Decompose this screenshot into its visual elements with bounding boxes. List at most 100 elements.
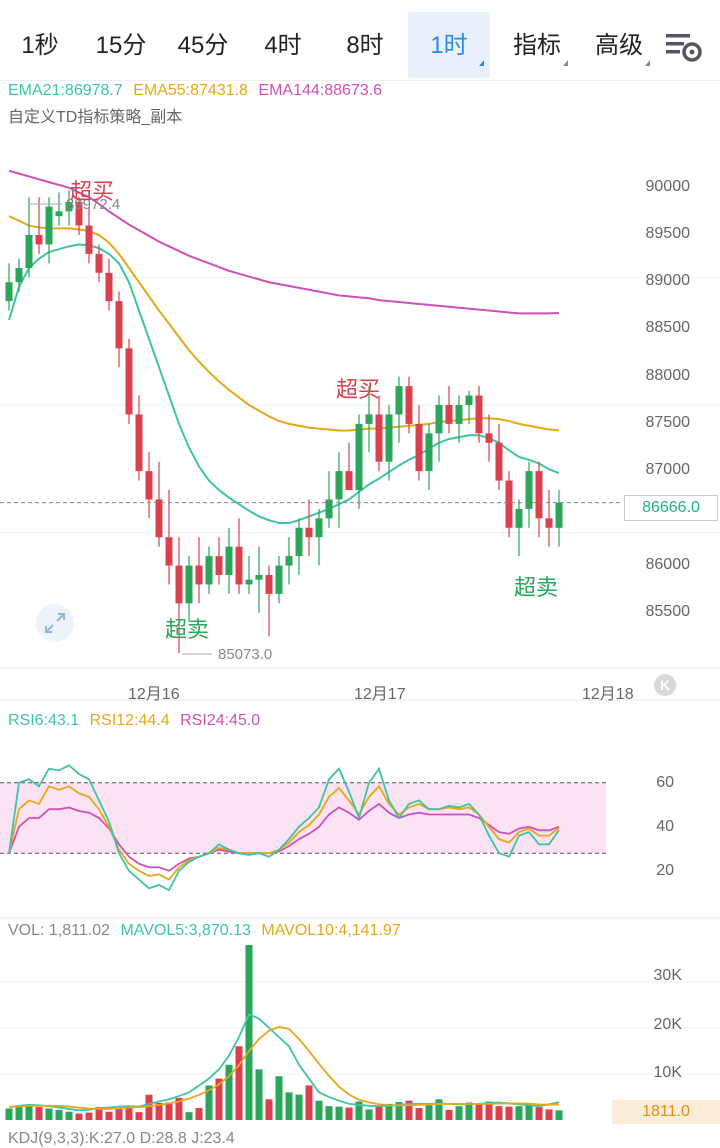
- tab-4h[interactable]: 4时: [264, 32, 302, 59]
- candle-body: [435, 405, 443, 434]
- candle-body: [425, 433, 433, 472]
- tab-indicators[interactable]: 指标: [500, 12, 574, 78]
- candle-body: [85, 225, 93, 254]
- volume-bar: [5, 1108, 13, 1120]
- price-axis-label: 90000: [645, 177, 691, 195]
- volume-bar: [515, 1106, 523, 1120]
- candle-body: [255, 575, 263, 580]
- candle-body: [95, 253, 103, 273]
- timeframe-tabs: 1秒 15分 45分 4时 8时 1时 指标 高级: [0, 0, 720, 81]
- volume-bar: [305, 1085, 313, 1120]
- volume-bar: [15, 1106, 23, 1120]
- candle-body: [465, 395, 473, 405]
- candle-body: [545, 518, 553, 528]
- volume-bar: [115, 1108, 123, 1120]
- volume-bar: [185, 1112, 193, 1120]
- price-axis-label: 85500: [645, 602, 691, 620]
- candle-body: [275, 565, 283, 594]
- volume-bar: [65, 1111, 73, 1120]
- candle-body: [225, 546, 233, 575]
- tab-45m[interactable]: 45分: [177, 32, 229, 59]
- volume-bar: [445, 1109, 453, 1120]
- chart-settings-icon[interactable]: [664, 28, 704, 68]
- candle-body: [165, 537, 173, 566]
- candle-body: [555, 502, 563, 528]
- volume-bar: [165, 1102, 173, 1120]
- low-mark-label: 85073.0: [218, 646, 273, 663]
- rsi12-label: RSI12:44.4: [89, 712, 170, 729]
- tab-advanced[interactable]: 高级: [582, 12, 656, 78]
- volume-bar: [425, 1105, 433, 1120]
- candle-body: [365, 414, 373, 424]
- volume-bar: [505, 1106, 513, 1120]
- candle-body: [375, 414, 383, 462]
- volume-bar: [485, 1101, 493, 1120]
- tab-8h[interactable]: 8时: [346, 32, 384, 59]
- price-axis-label: 88000: [645, 366, 691, 384]
- candle-body: [65, 201, 73, 212]
- candle-body: [405, 386, 413, 424]
- volume-bar: [75, 1113, 83, 1120]
- expand-icon[interactable]: [36, 604, 74, 642]
- kdj-legend: KDJ(9,3,3):K:27.0 D:28.8 J:23.4: [8, 1130, 235, 1147]
- ema-legend: EMA21:86978.7 EMA55:87431.8 EMA144:88673…: [8, 82, 388, 100]
- volume-bar: [355, 1101, 363, 1120]
- volume-bar: [495, 1106, 503, 1120]
- volume-bar: [455, 1106, 463, 1120]
- candle-body: [495, 442, 503, 481]
- candle-body: [505, 480, 513, 528]
- volume-bar: [475, 1103, 483, 1120]
- volume-bar: [85, 1112, 93, 1120]
- volume-bar: [135, 1112, 143, 1120]
- volume-legend: VOL: 1,811.02 MAVOL5:3,870.13 MAVOL10:4,…: [8, 922, 407, 940]
- candle-body: [445, 405, 453, 424]
- date-label: 12月16: [128, 686, 180, 703]
- candle-body: [415, 423, 423, 472]
- volume-bar: [365, 1109, 373, 1120]
- candle-body: [485, 433, 493, 443]
- volume-bar: [525, 1105, 533, 1120]
- candle-body: [75, 201, 83, 226]
- volume-bar: [105, 1111, 113, 1120]
- candle-body: [245, 579, 253, 585]
- volume-bar: [225, 1064, 233, 1120]
- volume-bar: [35, 1107, 43, 1120]
- volume-bar: [405, 1100, 413, 1120]
- volume-bar: [265, 1099, 273, 1120]
- oversold-signal: 超卖: [514, 575, 559, 600]
- volume-current-tag: 1811.0: [612, 1100, 720, 1124]
- kline-toggle-icon[interactable]: K: [654, 674, 676, 696]
- price-axis-label: 89000: [645, 272, 691, 290]
- volume-bar: [195, 1108, 203, 1120]
- volume-bar: [245, 945, 253, 1120]
- rsi-axis-label: 60: [656, 774, 674, 791]
- tab-1h[interactable]: 1时: [408, 12, 490, 78]
- vol-axis-label: 30K: [653, 967, 682, 984]
- candle-body: [145, 471, 153, 500]
- candle-body: [115, 301, 123, 349]
- strategy-label: 自定义TD指标策略_副本: [8, 109, 183, 126]
- price-axis-label: 87500: [645, 413, 691, 431]
- candle-body: [135, 414, 143, 472]
- candle-body: [5, 282, 13, 302]
- candle-body: [55, 211, 63, 217]
- candle-body: [45, 206, 53, 245]
- mavol5-label: MAVOL5:3,870.13: [120, 922, 251, 939]
- volume-bar: [285, 1092, 293, 1120]
- candle-body: [515, 508, 523, 528]
- price-axis-label: 89500: [645, 225, 691, 242]
- price-axis-label: 88500: [645, 319, 691, 337]
- volume-bar: [125, 1105, 133, 1120]
- volume-bar: [315, 1100, 323, 1120]
- volume-bar: [235, 1046, 243, 1120]
- candle-body: [205, 556, 213, 585]
- volume-bar: [275, 1076, 283, 1120]
- tab-1s[interactable]: 1秒: [21, 32, 59, 59]
- volume-bar: [95, 1107, 103, 1120]
- candle-body: [325, 499, 333, 519]
- vol-label: VOL: 1,811.02: [8, 922, 110, 939]
- tab-15m[interactable]: 15分: [95, 32, 147, 59]
- candle-body: [295, 527, 303, 557]
- overbought-signal: 超买: [70, 179, 115, 204]
